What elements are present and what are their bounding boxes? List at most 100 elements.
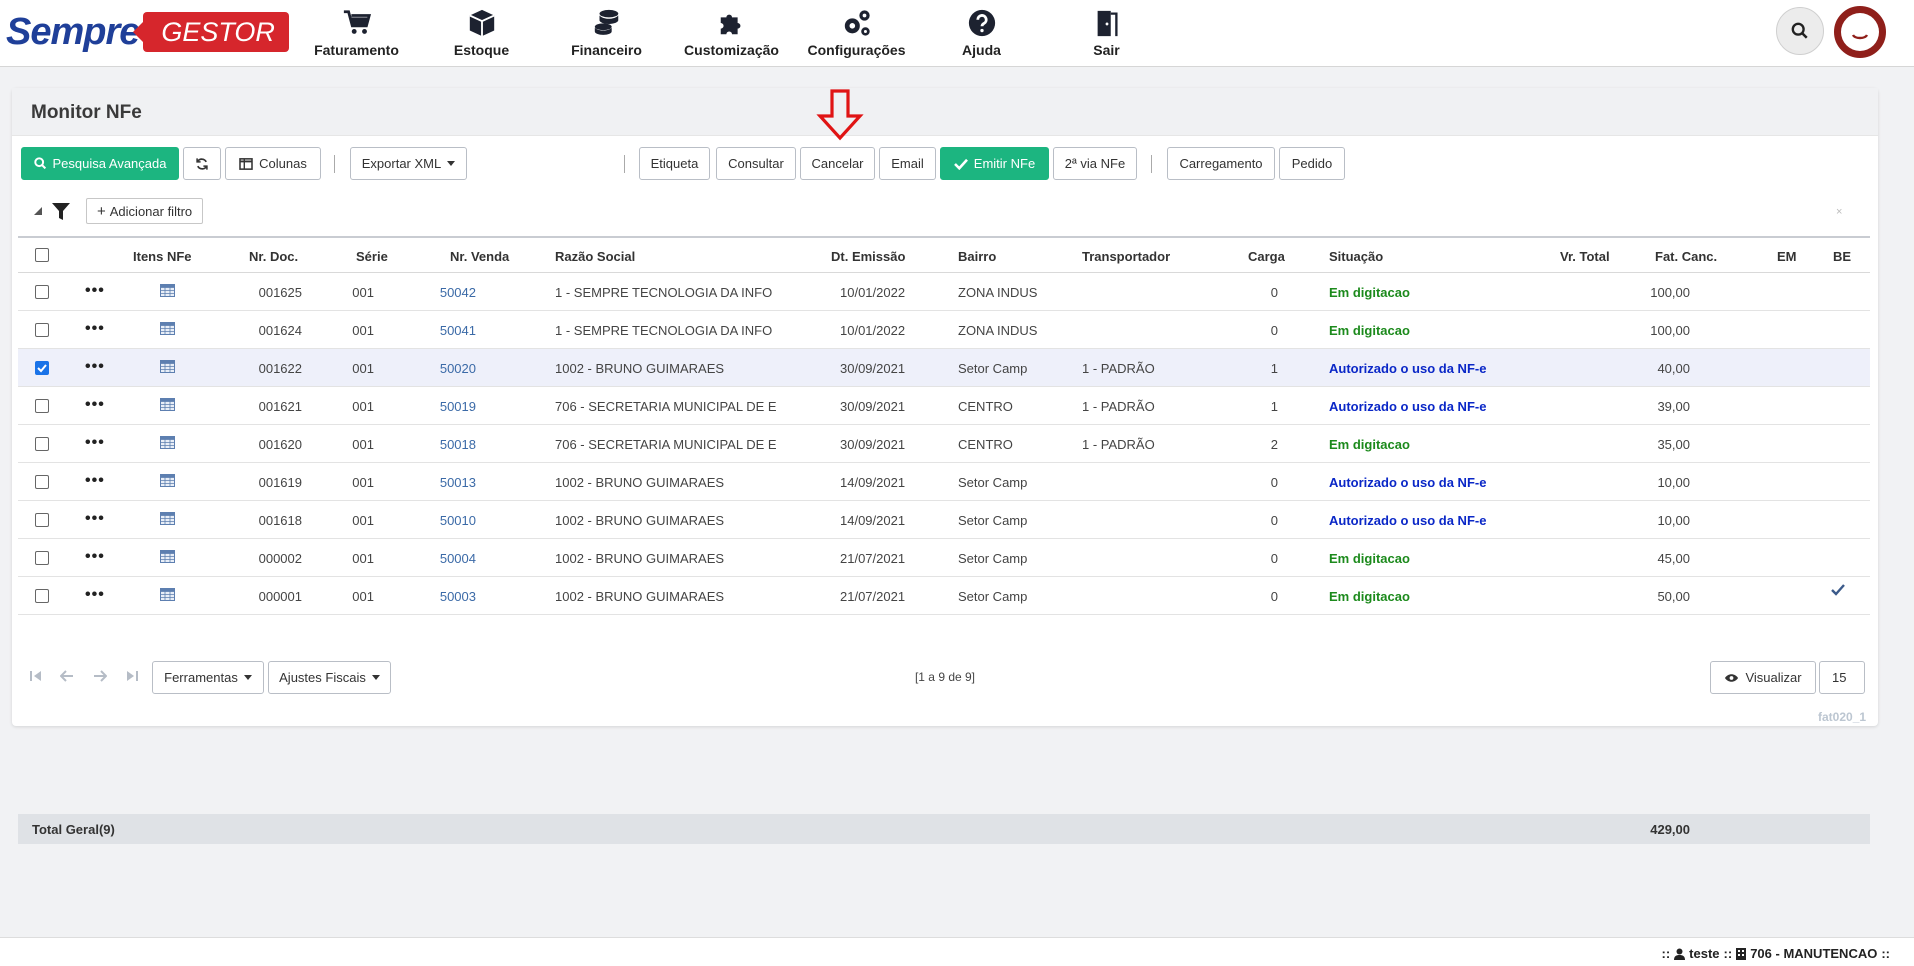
table-row[interactable]: ••• 000001 001 50003 1002 - BRUNO GUIMARAES 2…	[18, 577, 1870, 615]
refresh-button[interactable]	[183, 147, 221, 180]
filter-icon[interactable]	[52, 203, 70, 220]
add-filter-button[interactable]: + Adicionar filtro	[86, 198, 204, 224]
nav-ajuda[interactable]: Ajuda	[919, 6, 1044, 58]
table-row[interactable]: ••• 001624 001 50041 1 - SEMPRE TECNOLOGIA D…	[18, 311, 1870, 349]
table-row[interactable]: ••• 001619 001 50013 1002 - BRUNO GUIMARAES 1…	[18, 463, 1870, 501]
prev-page-icon[interactable]	[60, 670, 74, 682]
table-row[interactable]: ••• 000002 001 50004 1002 - BRUNO GUIMARAES 2…	[18, 539, 1870, 577]
row-checkbox[interactable]	[35, 399, 49, 413]
label-button[interactable]: Etiqueta	[639, 147, 710, 180]
header-be[interactable]: BE	[1833, 249, 1852, 264]
page-scrollbar[interactable]	[1898, 67, 1914, 937]
header-fat-canc[interactable]: Fat. Canc.	[1655, 249, 1718, 264]
row-actions-menu-icon[interactable]: •••	[85, 358, 105, 375]
cell-nr-venda[interactable]: 50042	[439, 285, 476, 300]
first-page-icon[interactable]	[30, 670, 42, 682]
items-table-icon[interactable]	[160, 436, 175, 449]
last-page-icon[interactable]	[126, 670, 138, 682]
table-row[interactable]: ••• 001618 001 50010 1002 - BRUNO GUIMARAES 1…	[18, 501, 1870, 539]
row-actions-menu-icon[interactable]: •••	[85, 586, 105, 603]
cell-nr-venda[interactable]: 50018	[439, 437, 476, 452]
table-row[interactable]: ••• 001620 001 50018 706 - SECRETARIA MUNICI…	[18, 425, 1870, 463]
tools-dropdown[interactable]: Ferramentas	[152, 661, 264, 694]
row-checkbox[interactable]	[35, 285, 49, 299]
header-vr-total[interactable]: Vr. Total	[1560, 249, 1610, 264]
row-actions-menu-icon[interactable]: •••	[85, 396, 105, 413]
advanced-search-button[interactable]: Pesquisa Avançada	[21, 147, 179, 180]
items-table-icon[interactable]	[160, 474, 175, 487]
header-nr-doc[interactable]: Nr. Doc.	[249, 249, 299, 264]
app-logo[interactable]: Sempre GESTOR	[6, 10, 289, 54]
user-avatar[interactable]	[1834, 6, 1886, 58]
header-carga[interactable]: Carga	[1248, 249, 1285, 264]
cell-bairro: ZONA INDUS	[958, 323, 1038, 338]
nav-configuracoes[interactable]: Configurações	[794, 6, 919, 58]
cell-nr-venda[interactable]: 50004	[439, 551, 476, 566]
tools-label: Ferramentas	[164, 670, 238, 685]
page-size-input[interactable]: 15	[1819, 661, 1865, 694]
order-button[interactable]: Pedido	[1279, 147, 1345, 180]
row-actions-menu-icon[interactable]: •••	[85, 472, 105, 489]
row-checkbox[interactable]	[35, 361, 49, 375]
items-table-icon[interactable]	[160, 284, 175, 297]
items-table-icon[interactable]	[160, 322, 175, 335]
fiscal-adjustments-dropdown[interactable]: Ajustes Fiscais	[268, 661, 391, 694]
cell-nr-venda[interactable]: 50003	[439, 589, 476, 604]
items-table-icon[interactable]	[160, 588, 175, 601]
items-table-icon[interactable]	[160, 398, 175, 411]
clear-filters-icon[interactable]: ×	[1836, 206, 1843, 218]
cell-nr-venda[interactable]: 50013	[439, 475, 476, 490]
row-checkbox[interactable]	[35, 323, 49, 337]
emit-nfe-button[interactable]: Emitir NFe	[940, 147, 1049, 180]
loading-button[interactable]: Carregamento	[1167, 147, 1275, 180]
cancel-button[interactable]: Cancelar	[800, 147, 875, 180]
cell-nr-venda[interactable]: 50020	[439, 361, 476, 376]
row-checkbox[interactable]	[35, 551, 49, 565]
row-actions-menu-icon[interactable]: •••	[85, 320, 105, 337]
export-xml-dropdown[interactable]: Exportar XML	[350, 147, 467, 180]
row-actions-menu-icon[interactable]: •••	[85, 434, 105, 451]
header-situacao[interactable]: Situação	[1329, 249, 1384, 264]
nav-estoque[interactable]: Estoque	[419, 6, 544, 58]
view-button[interactable]: Visualizar	[1710, 661, 1816, 694]
next-page-icon[interactable]	[93, 670, 107, 682]
row-checkbox[interactable]	[35, 513, 49, 527]
columns-button[interactable]: Colunas	[225, 147, 321, 180]
table-row[interactable]: ••• 001625 001 50042 1 - SEMPRE TECNOLOGIA D…	[18, 273, 1870, 311]
cell-nr-venda[interactable]: 50019	[439, 399, 476, 414]
items-table-icon[interactable]	[160, 550, 175, 563]
email-button[interactable]: Email	[879, 147, 936, 180]
row-actions-menu-icon[interactable]: •••	[85, 282, 105, 299]
row-checkbox[interactable]	[35, 589, 49, 603]
cell-dt-emissao: 14/09/2021	[840, 513, 906, 528]
nav-faturamento[interactable]: Faturamento	[294, 6, 419, 58]
header-serie[interactable]: Série	[356, 249, 388, 264]
select-all-checkbox[interactable]	[35, 248, 49, 262]
nav-customizacao[interactable]: Customização	[669, 6, 794, 58]
header-itens-nfe[interactable]: Itens NFe	[133, 249, 192, 264]
header-dt-emissao[interactable]: Dt. Emissão	[831, 249, 906, 264]
cell-nr-venda[interactable]: 50041	[439, 323, 476, 338]
table-row[interactable]: ••• 001621 001 50019 706 - SECRETARIA MUNICI…	[18, 387, 1870, 425]
global-search-button[interactable]	[1776, 7, 1824, 55]
collapse-triangle-icon[interactable]	[34, 207, 42, 215]
second-copy-button[interactable]: 2ª via NFe	[1053, 147, 1137, 180]
row-actions-menu-icon[interactable]: •••	[85, 548, 105, 565]
row-checkbox[interactable]	[35, 475, 49, 489]
header-em[interactable]: EM	[1777, 249, 1797, 264]
cell-nr-doc: 001625	[258, 285, 302, 300]
header-bairro[interactable]: Bairro	[958, 249, 997, 264]
header-razao-social[interactable]: Razão Social	[555, 249, 636, 264]
nav-financeiro[interactable]: Financeiro	[544, 6, 669, 58]
row-actions-menu-icon[interactable]: •••	[85, 510, 105, 527]
consult-button[interactable]: Consultar	[716, 147, 796, 180]
nav-sair[interactable]: Sair	[1044, 6, 1169, 58]
header-nr-venda[interactable]: Nr. Venda	[450, 249, 510, 264]
items-table-icon[interactable]	[160, 512, 175, 525]
cell-nr-venda[interactable]: 50010	[439, 513, 476, 528]
header-transportador[interactable]: Transportador	[1082, 249, 1171, 264]
table-row[interactable]: ••• 001622 001 50020 1002 - BRUNO GUIMARAES 3…	[18, 349, 1870, 387]
email-button-text: Email	[891, 156, 924, 171]
row-checkbox[interactable]	[35, 437, 49, 451]
items-table-icon[interactable]	[160, 360, 175, 373]
